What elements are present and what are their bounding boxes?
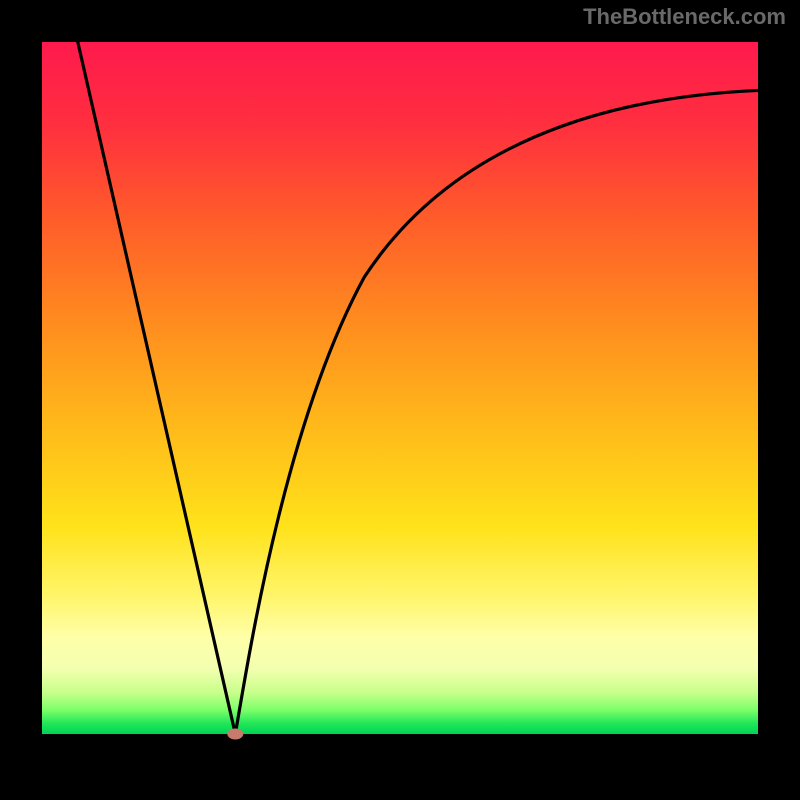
chart-container — [0, 0, 800, 800]
bottleneck-curve-chart — [0, 0, 800, 800]
plot-area — [42, 42, 758, 734]
watermark-text: TheBottleneck.com — [583, 4, 786, 30]
optimal-point-marker — [227, 729, 243, 740]
